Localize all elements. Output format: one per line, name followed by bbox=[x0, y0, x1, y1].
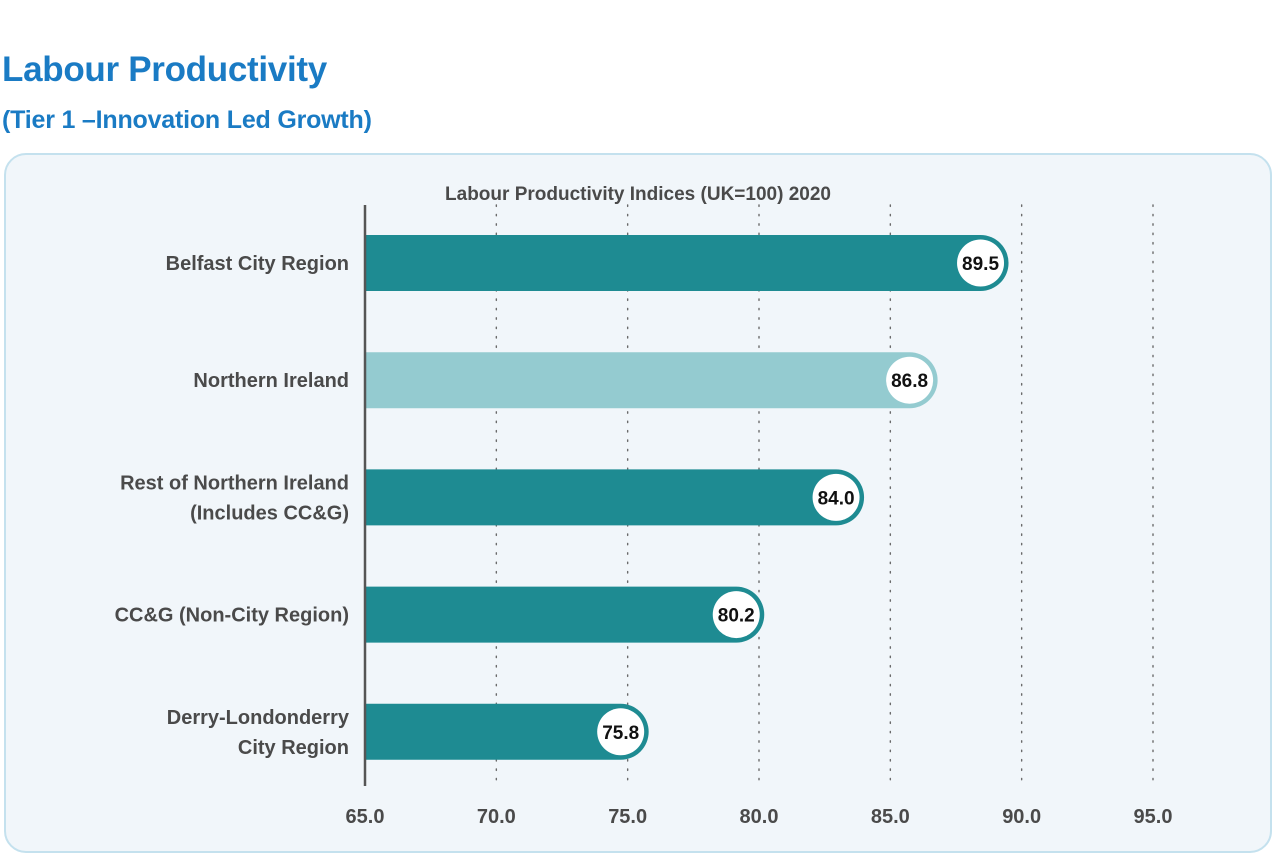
category-label: Belfast City Region bbox=[166, 253, 349, 275]
bar-group: 75.8 bbox=[365, 703, 649, 760]
category-labels: Belfast City Region Northern Ireland Rest … bbox=[115, 253, 350, 759]
page-title: Labour Productivity bbox=[2, 50, 327, 89]
bar-group: 89.5 bbox=[365, 235, 1009, 291]
bar bbox=[365, 586, 765, 643]
value-label: 80.2 bbox=[718, 606, 755, 627]
bars: 89.5 86.8 84.0 80.2 75.8 bbox=[365, 235, 1009, 760]
x-tick-label: 70.0 bbox=[477, 806, 516, 828]
category-label: Northern Ireland bbox=[193, 370, 349, 392]
x-axis-ticks: 65.0 70.0 75.0 80.0 85.0 90.0 95.0 bbox=[346, 806, 1173, 828]
value-bubble bbox=[812, 473, 860, 521]
x-tick-label: 65.0 bbox=[346, 806, 385, 828]
bar bbox=[365, 352, 938, 409]
bar bbox=[365, 469, 865, 526]
value-bubble bbox=[597, 708, 645, 756]
value-label: 86.8 bbox=[891, 371, 928, 392]
x-tick-label: 85.0 bbox=[871, 806, 910, 828]
x-tick-label: 90.0 bbox=[1002, 806, 1041, 828]
x-tick-label: 75.0 bbox=[608, 806, 647, 828]
category-label: CC&G (Non-City Region) bbox=[115, 605, 349, 627]
category-label: City Region bbox=[238, 737, 349, 759]
value-label: 84.0 bbox=[818, 488, 855, 509]
x-tick-label: 95.0 bbox=[1134, 806, 1173, 828]
bar-group: 86.8 bbox=[365, 352, 938, 409]
bar bbox=[365, 703, 649, 760]
category-label: (Includes CC&G) bbox=[190, 502, 349, 524]
category-label: Derry-Londonderry bbox=[167, 707, 350, 729]
bar bbox=[365, 235, 1009, 291]
page-subtitle: (Tier 1 –Innovation Led Growth) bbox=[2, 106, 372, 134]
value-bubble bbox=[886, 356, 934, 404]
value-label: 75.8 bbox=[602, 723, 639, 744]
value-bubble bbox=[957, 239, 1005, 287]
bar-group: 84.0 bbox=[365, 469, 865, 526]
chart-title: Labour Productivity Indices (UK=100) 202… bbox=[445, 184, 831, 205]
value-bubble bbox=[712, 591, 760, 639]
bar-group: 80.2 bbox=[365, 586, 765, 643]
value-label: 89.5 bbox=[962, 254, 999, 275]
x-tick-label: 80.0 bbox=[740, 806, 779, 828]
category-label: Rest of Northern Ireland bbox=[120, 472, 349, 494]
